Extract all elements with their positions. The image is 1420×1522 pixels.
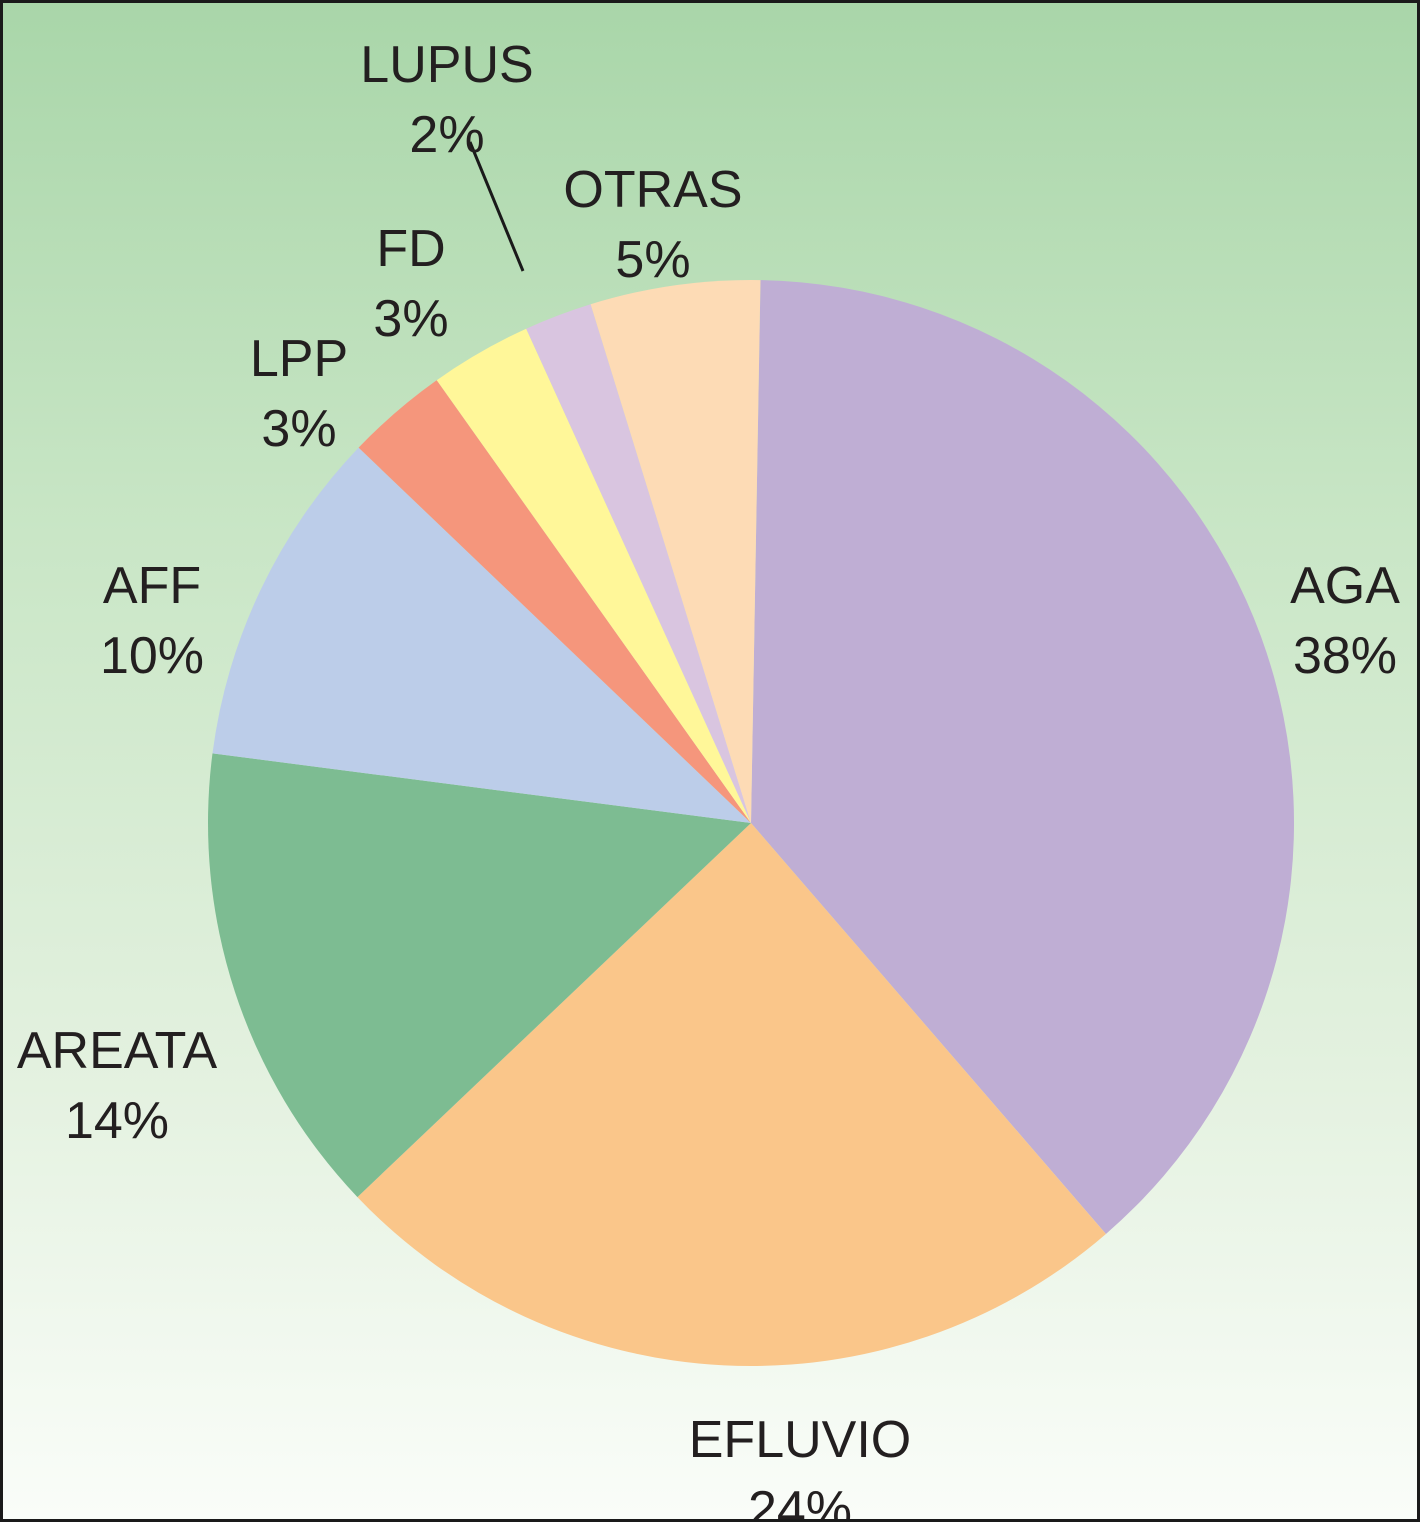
slice-label-lupus: LUPUS (360, 36, 533, 94)
slice-percent-efluvio: 24% (748, 1481, 852, 1519)
slice-label-fd: FD (376, 220, 445, 278)
pie-slice-fd (436, 328, 751, 823)
pie-slice-otras (590, 279, 761, 823)
slice-label-efluvio: EFLUVIO (689, 1411, 912, 1469)
pie-slice-areata (208, 753, 751, 1198)
slice-label-areata: AREATA (17, 1022, 218, 1080)
lupus-leader-line (468, 141, 525, 272)
pie-slice-lupus (526, 304, 751, 824)
pie-slice-aff (212, 447, 752, 823)
pie-slice-efluvio (357, 823, 1106, 1367)
slice-label-lpp: LPP (250, 330, 348, 388)
pie-slice-lpp (358, 380, 751, 823)
slice-percent-areata: 14% (65, 1092, 169, 1150)
labels-layer: AGA 38% EFLUVIO 24% AREATA 14% AFF 10% LPP 3% FD 3%… (17, 36, 1400, 1519)
pie-chart: AGA 38% EFLUVIO 24% AREATA 14% AFF 10% LPP 3% FD 3%… (17, 36, 1400, 1519)
slice-percent-aga: 38% (1293, 627, 1397, 685)
slice-label-aga: AGA (1290, 557, 1400, 615)
slice-percent-otras: 5% (615, 231, 690, 289)
slice-percent-aff: 10% (100, 627, 204, 685)
slice-label-otras: OTRAS (563, 161, 742, 219)
slice-label-aff: AFF (103, 557, 201, 615)
slice-percent-fd: 3% (373, 290, 448, 348)
slice-percent-lpp: 3% (261, 400, 336, 458)
slices-layer (208, 279, 1295, 1367)
pie-slice-aga (751, 280, 1295, 1234)
slice-percent-lupus: 2% (409, 106, 484, 164)
